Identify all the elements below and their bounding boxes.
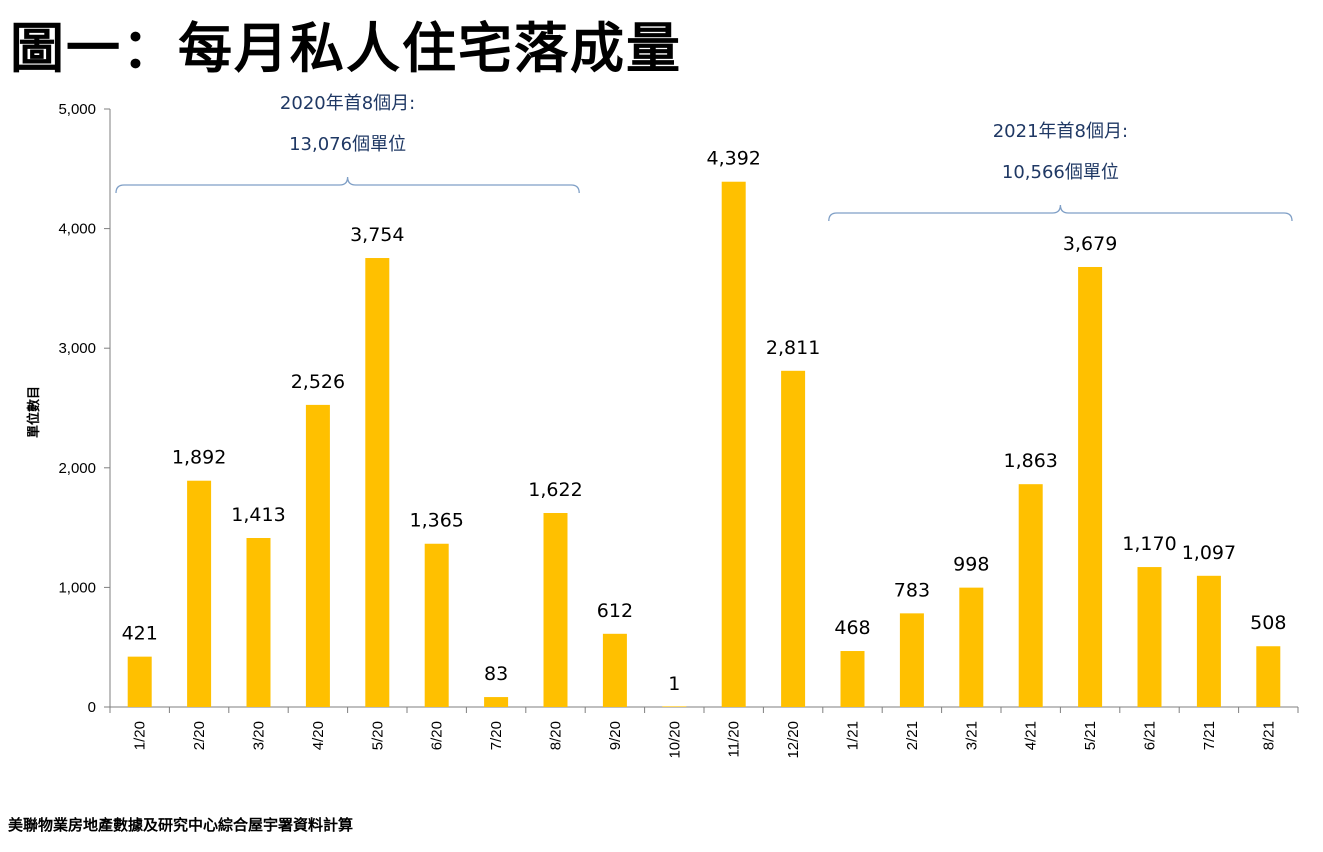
data-label: 3,754 [350, 224, 404, 246]
y-tick-label: 2,000 [58, 460, 96, 477]
data-label: 1,863 [1003, 450, 1057, 472]
chart-title: 圖一：每月私人住宅落成量 [10, 17, 682, 80]
x-tick-label: 10/20 [666, 721, 683, 759]
data-label: 612 [597, 600, 633, 622]
bar [484, 697, 509, 707]
bar [1196, 575, 1221, 707]
chart-data-labels: 421 1,892 1,413 2,526 3,754 1,365 83 1,622 612 1 4… [122, 148, 1287, 695]
bar [187, 480, 212, 707]
x-tick-label: 1/21 [845, 721, 862, 750]
y-tick-label: 4,000 [58, 221, 96, 238]
y-tick-label: 5,000 [58, 101, 96, 118]
x-tick-label: 1/20 [132, 721, 149, 750]
data-label: 1,413 [231, 504, 285, 526]
bar [543, 513, 568, 707]
bar [1078, 266, 1103, 707]
chart-annotations: 2020年首8個月: 13,076個單位 2021年首8個月: 10,566個單位 [115, 93, 1293, 222]
x-tick-label: 2/21 [904, 721, 921, 750]
x-tick-label: 6/21 [1142, 721, 1159, 750]
data-label: 1,097 [1182, 542, 1236, 564]
x-tick-label: 12/20 [785, 721, 802, 759]
data-label: 3,679 [1063, 233, 1117, 255]
x-tick-label: 4/21 [1023, 721, 1040, 750]
bar [781, 370, 806, 707]
bar [602, 633, 627, 707]
annotation-bracket [828, 204, 1293, 222]
annotation-line1: 2021年首8個月: [993, 121, 1128, 142]
annotation-bracket [115, 176, 580, 194]
x-tick-label: 3/20 [251, 721, 268, 750]
x-tick-label: 3/21 [963, 721, 980, 750]
y-axis-label: 單位數目 [26, 386, 42, 438]
x-tick-label: 7/20 [488, 721, 505, 750]
bar [840, 651, 865, 707]
annotation-line1: 2020年首8個月: [280, 93, 415, 114]
bar [127, 656, 152, 707]
x-tick-label: 7/21 [1201, 721, 1218, 750]
bar [959, 587, 984, 707]
data-label: 468 [834, 617, 870, 639]
data-label: 1,622 [528, 479, 582, 501]
chart-bars [127, 181, 1281, 707]
bar [424, 543, 449, 707]
data-label: 1,892 [172, 447, 226, 469]
chart-axes: 0 1,000 2,000 3,000 4,000 5,000 1/20 2/20 3/20 4/… [58, 101, 1299, 759]
data-label: 2,811 [766, 337, 820, 359]
bar [899, 613, 924, 707]
x-tick-label: 8/21 [1260, 721, 1277, 750]
x-tick-label: 5/20 [369, 721, 386, 750]
x-tick-label: 9/20 [607, 721, 624, 750]
x-tick-label: 2/20 [191, 721, 208, 750]
x-tick-label: 8/20 [548, 721, 565, 750]
annotation-line2: 10,566個單位 [1002, 162, 1119, 183]
data-label: 421 [122, 623, 158, 645]
y-tick-label: 0 [88, 699, 96, 716]
bar [365, 258, 390, 707]
bar [305, 404, 330, 707]
bar [1137, 567, 1162, 707]
y-tick-label: 1,000 [58, 579, 96, 596]
bar [1018, 484, 1043, 707]
bar [246, 538, 271, 707]
data-label: 998 [953, 554, 989, 576]
bar [662, 706, 687, 707]
data-label: 508 [1250, 612, 1286, 634]
data-label: 1,365 [409, 510, 463, 532]
data-label: 4,392 [706, 148, 760, 170]
annotation-line2: 13,076個單位 [289, 134, 406, 155]
x-tick-label: 5/21 [1082, 721, 1099, 750]
data-label: 783 [894, 579, 930, 601]
data-label: 2,526 [291, 371, 345, 393]
bar [1256, 646, 1281, 707]
y-tick-label: 3,000 [58, 340, 96, 357]
x-tick-label: 4/20 [310, 721, 327, 750]
bar [721, 181, 746, 707]
source-note: 美聯物業房地產數據及研究中心綜合屋宇署資料計算 [8, 816, 354, 834]
x-tick-label: 11/20 [726, 721, 743, 757]
x-tick-label: 6/20 [429, 721, 446, 750]
data-label: 83 [484, 663, 508, 685]
data-label: 1 [668, 673, 680, 695]
data-label: 1,170 [1122, 533, 1176, 555]
